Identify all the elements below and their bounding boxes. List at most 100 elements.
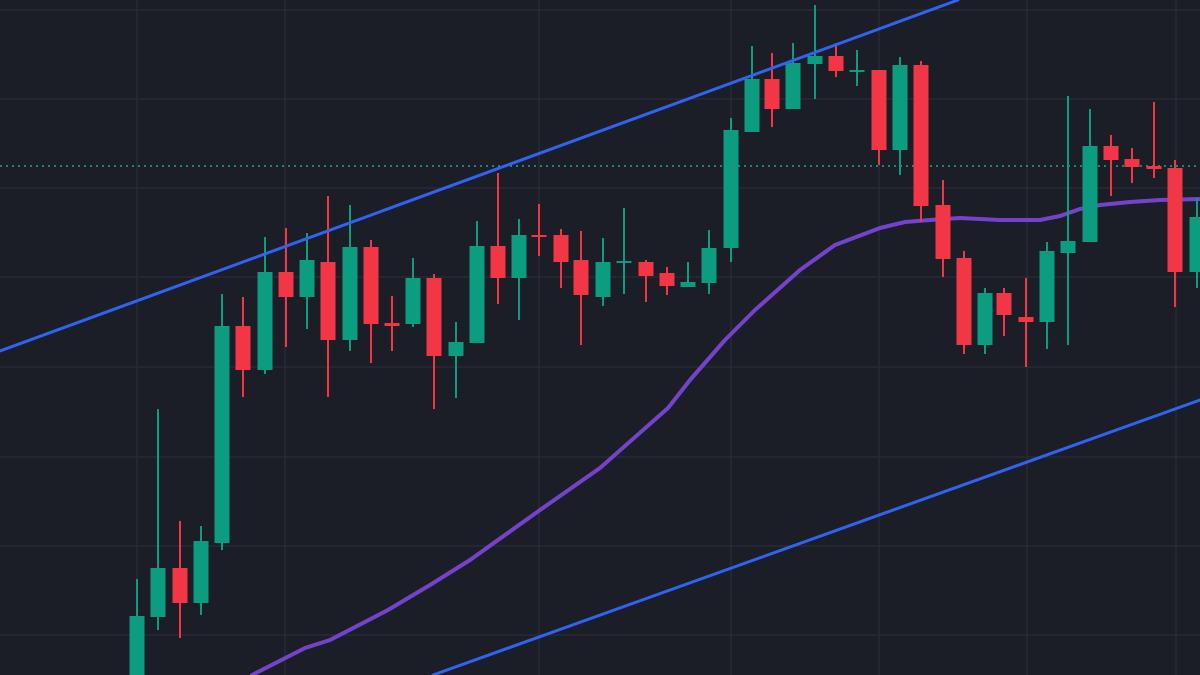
candle-bullish[interactable] xyxy=(785,43,801,109)
candle-bullish[interactable] xyxy=(257,237,273,374)
candle-body xyxy=(892,65,908,150)
candle-bullish[interactable] xyxy=(595,238,611,306)
candle-bearish[interactable] xyxy=(996,288,1012,336)
candle-body xyxy=(595,262,611,297)
lower-channel-line[interactable] xyxy=(431,398,1200,675)
candle-bearish[interactable] xyxy=(956,251,972,354)
candle-body xyxy=(701,248,717,283)
candle-bearish[interactable] xyxy=(764,53,780,127)
candle-bearish[interactable] xyxy=(913,61,929,222)
candle-body xyxy=(996,293,1012,315)
candle-bearish[interactable] xyxy=(553,229,569,288)
moving-average-line[interactable] xyxy=(250,197,1200,675)
candle-bullish[interactable] xyxy=(469,221,485,343)
candle-body xyxy=(1167,168,1183,272)
candle-bearish[interactable] xyxy=(235,297,251,397)
candle-body xyxy=(299,260,315,297)
candle-bullish[interactable] xyxy=(892,57,908,175)
candle-bearish[interactable] xyxy=(659,267,675,295)
candle-bearish[interactable] xyxy=(363,240,379,363)
candle-bullish[interactable] xyxy=(1189,198,1200,288)
candle-bearish[interactable] xyxy=(1018,278,1034,367)
candle-body xyxy=(935,205,951,259)
upper-channel-line[interactable] xyxy=(0,0,960,353)
candle-bearish[interactable] xyxy=(1167,160,1183,307)
candle-bearish[interactable] xyxy=(573,231,589,345)
candle-body xyxy=(531,235,547,237)
candle-body xyxy=(172,568,188,603)
candle-bullish[interactable] xyxy=(1082,109,1098,242)
candle-body xyxy=(573,260,589,295)
candle-body xyxy=(913,65,929,206)
candle-body xyxy=(129,616,145,675)
candle-bullish[interactable] xyxy=(744,46,760,132)
candle-bullish[interactable] xyxy=(849,50,865,86)
candle-bullish[interactable] xyxy=(701,230,717,294)
candle-bearish[interactable] xyxy=(871,70,887,165)
candle-bearish[interactable] xyxy=(384,296,400,351)
candle-body xyxy=(956,258,972,345)
candle-body xyxy=(1060,241,1076,253)
candle-bullish[interactable] xyxy=(150,409,166,630)
candle-body xyxy=(807,56,823,64)
candle-bearish[interactable] xyxy=(935,180,951,277)
candle-body xyxy=(469,246,485,343)
candle-bullish[interactable] xyxy=(1060,96,1076,345)
candle-body xyxy=(849,70,865,72)
candle-bullish[interactable] xyxy=(616,208,632,294)
candle-body xyxy=(426,278,442,356)
candle-body xyxy=(150,568,166,617)
candle-bullish[interactable] xyxy=(511,219,527,320)
candle-body xyxy=(1039,251,1055,322)
candle-body xyxy=(1103,146,1119,160)
candle-body xyxy=(977,293,993,345)
candle-bullish[interactable] xyxy=(680,262,696,287)
candle-bullish[interactable] xyxy=(299,233,315,329)
candle-bullish[interactable] xyxy=(405,258,421,327)
candle-bearish[interactable] xyxy=(828,43,844,77)
candle-bullish[interactable] xyxy=(193,526,209,615)
candle-bullish[interactable] xyxy=(214,294,230,550)
candle-bearish[interactable] xyxy=(531,204,547,256)
candle-body xyxy=(1082,146,1098,242)
candle-body xyxy=(363,247,379,324)
candle-body xyxy=(257,272,273,370)
candle-bullish[interactable] xyxy=(977,288,993,354)
candle-body xyxy=(1146,166,1162,169)
candle-bearish[interactable] xyxy=(1103,135,1119,196)
candle-body xyxy=(785,63,801,109)
candle-body xyxy=(723,130,739,248)
candle-body xyxy=(1018,317,1034,322)
candle-body xyxy=(342,247,358,340)
candle-bullish[interactable] xyxy=(723,118,739,262)
candle-body xyxy=(384,323,400,326)
candle-body xyxy=(744,79,760,132)
candle-bullish[interactable] xyxy=(1039,242,1055,349)
candle-body xyxy=(235,326,251,370)
candle-body xyxy=(616,261,632,263)
candle-body xyxy=(638,262,654,276)
candle-bullish[interactable] xyxy=(448,322,464,398)
candles xyxy=(129,5,1200,675)
candle-body xyxy=(193,541,209,603)
candle-body xyxy=(511,235,527,278)
candle-bullish[interactable] xyxy=(129,579,145,675)
candle-bearish[interactable] xyxy=(638,260,654,302)
candle-body xyxy=(680,282,696,287)
candle-bearish[interactable] xyxy=(1146,102,1162,178)
candle-body xyxy=(828,56,844,71)
candle-bullish[interactable] xyxy=(342,205,358,351)
candle-bearish[interactable] xyxy=(1124,148,1140,183)
candle-bearish[interactable] xyxy=(426,274,442,409)
candle-bearish[interactable] xyxy=(278,228,294,347)
candle-bearish[interactable] xyxy=(172,521,188,638)
candle-bearish[interactable] xyxy=(490,173,506,304)
moving-average[interactable] xyxy=(250,197,1200,675)
candle-body xyxy=(448,342,464,356)
candle-body xyxy=(553,235,569,262)
candle-body xyxy=(1124,159,1140,167)
candle-body xyxy=(320,262,336,340)
